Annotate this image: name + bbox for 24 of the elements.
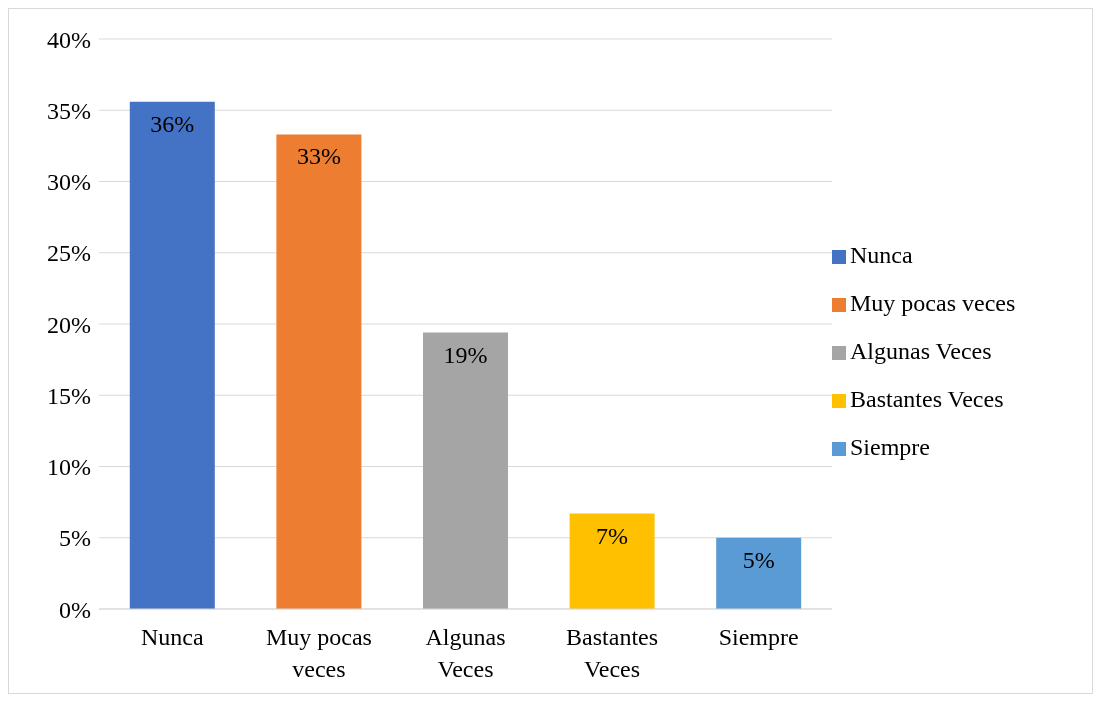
legend-label: Siempre	[850, 434, 930, 460]
y-tick-label: 25%	[47, 240, 91, 267]
x-tick-label: Muy pocas veces	[265, 624, 372, 682]
data-label: 7%	[596, 522, 629, 549]
y-tick-label: 40%	[47, 26, 91, 53]
data-label: 19%	[443, 341, 488, 368]
data-label: 36%	[150, 110, 195, 137]
y-tick-label: 10%	[47, 454, 91, 481]
y-tick-label: 35%	[47, 97, 91, 124]
x-tick-label: Siempre	[718, 624, 799, 650]
data-label: 5%	[742, 546, 775, 573]
legend-label: Bastantes Veces	[850, 386, 1004, 412]
data-label: 33%	[296, 143, 341, 170]
legend-label: Nunca	[850, 242, 913, 268]
x-tick-label: Nunca	[140, 624, 204, 650]
x-tick-label: Bastantes Veces	[566, 624, 659, 682]
y-tick-label: 15%	[47, 382, 91, 409]
y-tick-label: 20%	[47, 311, 91, 338]
x-tick-label: Algunas Veces	[425, 624, 506, 682]
y-tick-label: 0%	[59, 596, 91, 623]
legend-label: Algunas Veces	[850, 338, 992, 364]
legend-label: Muy pocas veces	[850, 290, 1016, 316]
y-tick-label: 30%	[47, 169, 91, 196]
y-tick-label: 5%	[59, 525, 91, 552]
